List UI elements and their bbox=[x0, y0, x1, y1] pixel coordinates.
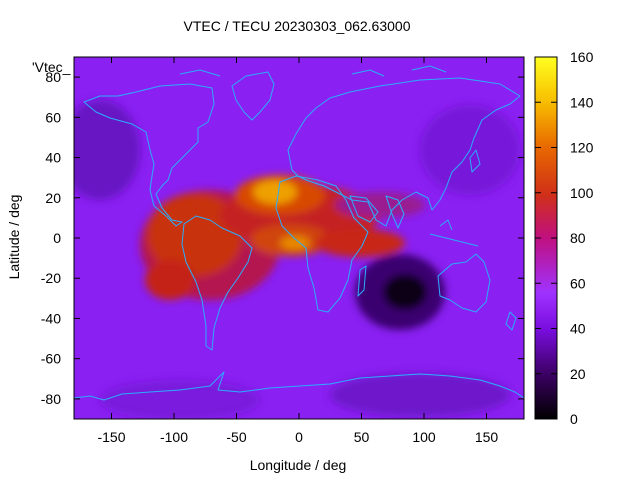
colorbar-tick-label: 60 bbox=[570, 275, 586, 291]
colorbar-axis: 0 20 40 60 80 100 120 140 160 bbox=[535, 49, 594, 427]
key-label: 'Vtec_ bbox=[32, 59, 71, 75]
chart-title: VTEC / TECU 20230303_062.63000 bbox=[183, 18, 410, 34]
y-tick-label: 60 bbox=[45, 109, 61, 125]
x-axis: -150 -100 -50 0 50 100 150 bbox=[97, 57, 498, 445]
y-tick-label: 80 bbox=[45, 69, 61, 85]
coastline-arabia bbox=[349, 195, 379, 223]
coastline-antarctica bbox=[74, 371, 524, 401]
colorbar-tick-label: 80 bbox=[570, 230, 586, 246]
coastline-africa bbox=[275, 175, 369, 313]
x-axis-label: Longitude / deg bbox=[250, 457, 347, 473]
x-tick-label: 100 bbox=[412, 429, 436, 445]
x-tick-label: 0 bbox=[295, 429, 303, 445]
y-tick-label: -40 bbox=[41, 310, 61, 326]
coastline-madagascar bbox=[357, 265, 367, 297]
coastline-north-america bbox=[83, 83, 215, 227]
y-axis: -80 -60 -40 -20 0 20 40 60 80 bbox=[41, 69, 524, 407]
coastline-arctic-islands bbox=[179, 65, 447, 77]
colorbar-tick-label: 120 bbox=[570, 140, 594, 156]
colorbar-tick-label: 20 bbox=[570, 366, 586, 382]
coastline-japan bbox=[469, 149, 481, 173]
heatmap bbox=[74, 57, 524, 419]
x-tick-label: 150 bbox=[475, 429, 499, 445]
y-tick-label: 0 bbox=[53, 230, 61, 246]
y-tick-label: 40 bbox=[45, 150, 61, 166]
coastline-australia bbox=[437, 253, 491, 313]
colorbar-tick-label: 160 bbox=[570, 49, 594, 65]
coastline-india bbox=[385, 195, 405, 229]
coastline-new-zealand bbox=[505, 311, 517, 331]
coastline-indonesia bbox=[429, 219, 479, 247]
coastline-eurasia bbox=[287, 77, 521, 227]
coastline-south-america bbox=[181, 215, 253, 351]
colorbar-tick-label: 0 bbox=[570, 411, 578, 427]
x-tick-label: -100 bbox=[160, 429, 188, 445]
y-tick-label: -80 bbox=[41, 391, 61, 407]
x-tick-label: -50 bbox=[226, 429, 246, 445]
x-tick-label: 50 bbox=[354, 429, 370, 445]
x-tick-label: -150 bbox=[97, 429, 125, 445]
colorbar-tick-label: 40 bbox=[570, 321, 586, 337]
y-tick-label: -20 bbox=[41, 270, 61, 286]
coastline-greenland bbox=[231, 71, 275, 121]
y-axis-label: Latitude / deg bbox=[6, 195, 22, 280]
colorbar-tick-label: 140 bbox=[570, 94, 594, 110]
heatmap-blobs bbox=[74, 100, 520, 419]
y-tick-label: -60 bbox=[41, 351, 61, 367]
coastlines bbox=[74, 65, 524, 401]
y-tick-label: 20 bbox=[45, 190, 61, 206]
colorbar-tick-label: 100 bbox=[570, 185, 594, 201]
